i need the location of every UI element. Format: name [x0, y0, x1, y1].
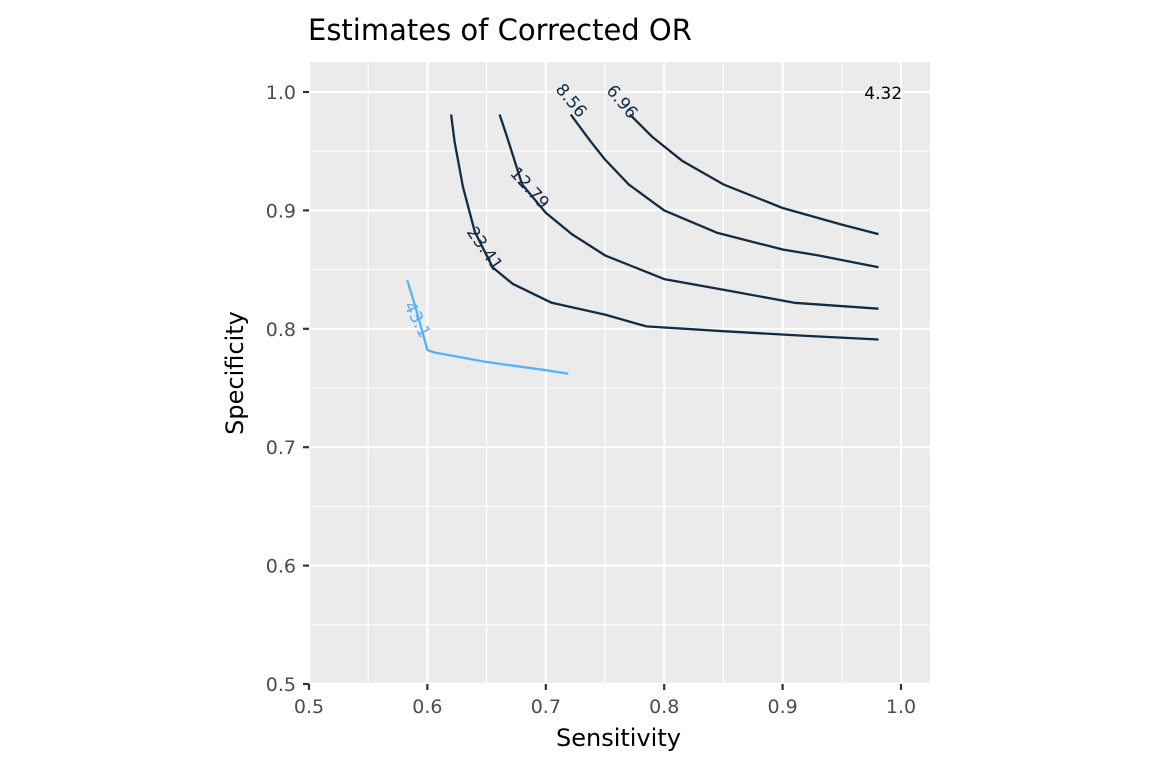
- y-tick-label: 0.8: [266, 319, 296, 341]
- y-tick-label: 0.7: [266, 437, 296, 459]
- contour-line-8-56: [569, 113, 879, 269]
- x-tick-label: 0.7: [531, 696, 561, 718]
- contour-label: 4.32: [864, 84, 902, 104]
- plot-panel: [309, 62, 930, 684]
- y-axis-title: Specificity: [221, 311, 249, 435]
- x-tick-label: 0.9: [767, 696, 797, 718]
- x-tick-label: 0.5: [294, 696, 324, 718]
- contour-line-6-96: [629, 113, 879, 236]
- x-tick-label: 1.0: [886, 696, 916, 718]
- contour-line-12-79: [498, 114, 879, 310]
- contour-line-43-1: [406, 279, 569, 375]
- contour-line-23-41: [449, 114, 879, 341]
- y-tick-label: 0.9: [266, 200, 296, 222]
- y-tick-label: 0.5: [266, 674, 296, 696]
- x-axis-title: Sensitivity: [556, 724, 681, 752]
- y-tick-label: 0.6: [266, 556, 296, 578]
- x-tick-label: 0.8: [649, 696, 679, 718]
- chart-title: Estimates of Corrected OR: [308, 13, 692, 47]
- y-tick-label: 1.0: [266, 82, 296, 104]
- x-tick-label: 0.6: [412, 696, 442, 718]
